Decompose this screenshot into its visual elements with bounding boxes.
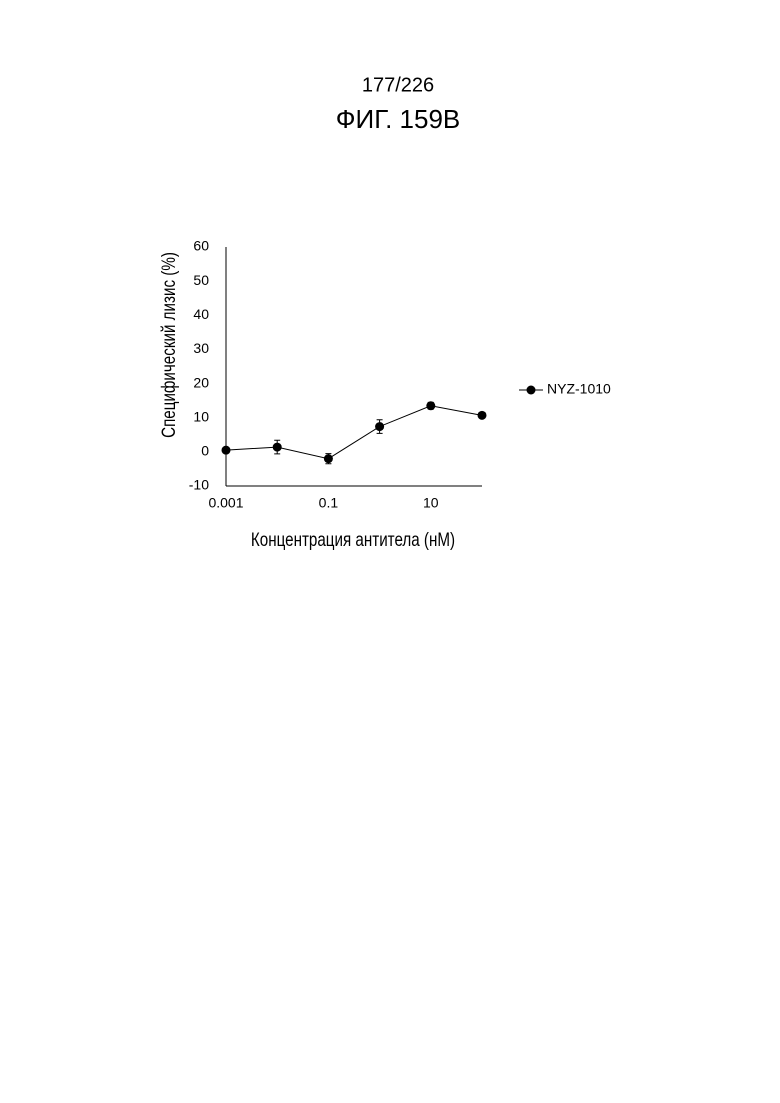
- legend-label: NYZ-1010: [547, 381, 611, 397]
- y-tick-label: 10: [193, 408, 209, 424]
- x-tick-label: 10: [423, 495, 439, 511]
- x-tick-label: 0.001: [208, 495, 243, 511]
- data-point: [426, 401, 435, 410]
- page-number: 177/226: [362, 74, 434, 96]
- y-tick-label: 20: [193, 374, 209, 390]
- legend-marker: [527, 386, 536, 395]
- series-line: [226, 406, 482, 459]
- y-axis-title: Специфический лизис (%): [157, 252, 179, 438]
- y-tick-label: -10: [189, 477, 209, 493]
- y-tick-label: 60: [193, 238, 209, 254]
- y-tick-label: 40: [193, 306, 209, 322]
- data-point: [273, 443, 282, 452]
- y-tick-label: 50: [193, 272, 209, 288]
- data-point: [222, 446, 231, 455]
- y-tick-label: 30: [193, 340, 209, 356]
- data-point: [478, 411, 487, 420]
- page: 177/226 ФИГ. 159В Специфический лизис (%…: [0, 0, 780, 1103]
- data-point: [375, 422, 384, 431]
- x-tick-label: 0.1: [319, 495, 339, 511]
- data-point: [324, 454, 333, 463]
- y-tick-label: 0: [201, 443, 209, 459]
- figure-title: ФИГ. 159В: [336, 104, 461, 134]
- x-axis-title: Концентрация антитела (нМ): [251, 528, 455, 550]
